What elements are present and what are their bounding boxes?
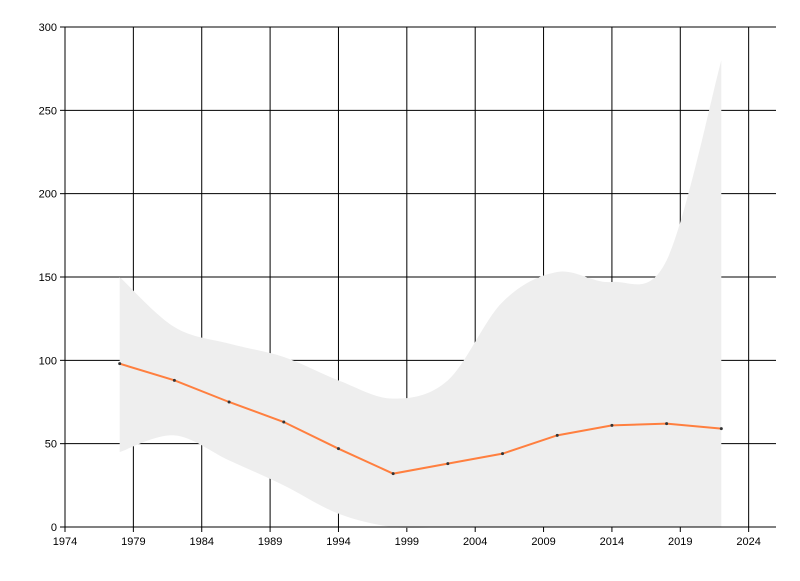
marker [118, 362, 122, 366]
y-tick-label: 250 [39, 105, 57, 117]
x-tick-label: 1979 [121, 536, 145, 548]
y-tick-label: 150 [39, 272, 57, 284]
marker [336, 447, 340, 451]
x-tick-label: 2019 [668, 536, 692, 548]
line [119, 362, 722, 475]
marker [227, 400, 231, 404]
marker [172, 378, 176, 382]
marker [719, 427, 723, 431]
marker [501, 452, 505, 456]
x-tick-label: 1989 [258, 536, 282, 548]
y-tick-label: 200 [39, 189, 57, 201]
x-tick-label: 2009 [531, 536, 555, 548]
marker [391, 472, 395, 476]
x-tick-label: 1974 [53, 536, 77, 548]
y-tick-label: 100 [39, 355, 57, 367]
confidence-band [119, 60, 722, 528]
y-tick-label: 50 [45, 439, 57, 451]
x-tick-label: 1994 [326, 536, 350, 548]
marker [610, 423, 614, 427]
y-tick-label: 0 [51, 522, 57, 534]
x-tick-label: 2024 [736, 536, 760, 548]
y-tick-label: 300 [39, 22, 57, 34]
marker [282, 420, 286, 424]
x-tick-label: 2004 [463, 536, 487, 548]
x-tick-label: 1999 [395, 536, 419, 548]
x-tick-label: 2014 [600, 536, 624, 548]
marker [446, 462, 450, 466]
marker [555, 433, 559, 437]
marker [665, 422, 669, 426]
x-tick-label: 1984 [189, 536, 213, 548]
